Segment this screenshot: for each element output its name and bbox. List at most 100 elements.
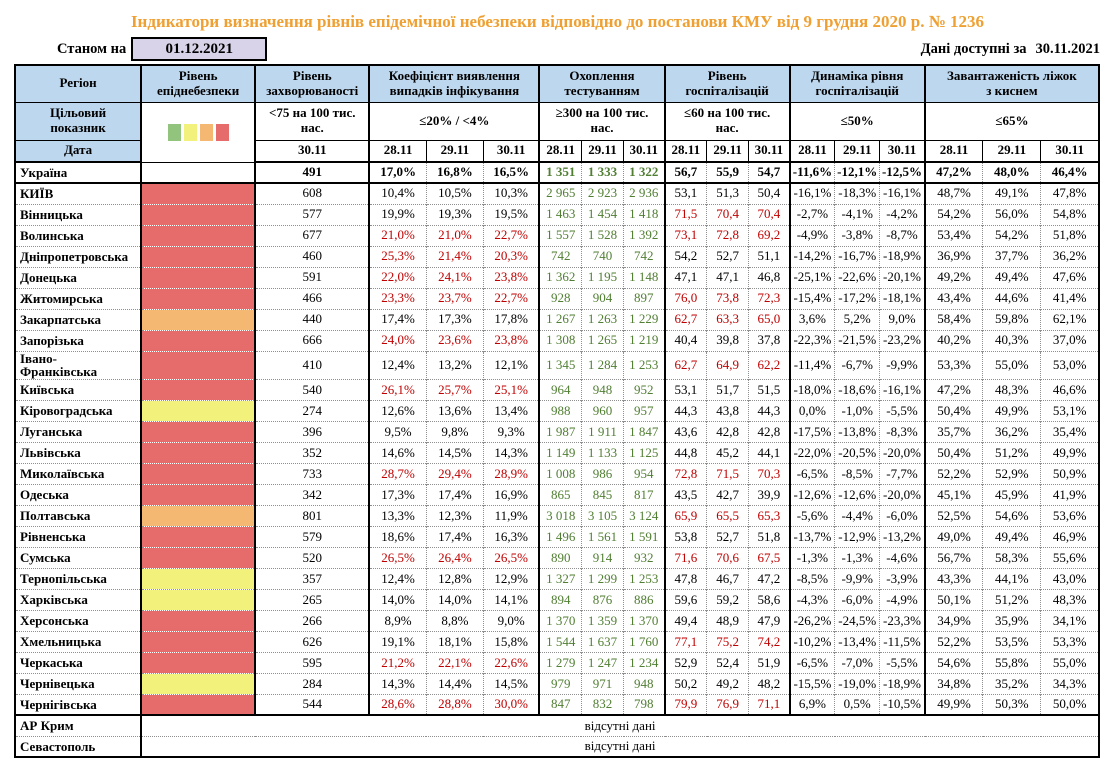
beds-cell: 48,3%: [1040, 588, 1099, 611]
testing-cell: 1 463: [538, 203, 582, 225]
dynamics-cell: -20,5%: [834, 441, 880, 464]
hospitalization-cell: 77,1: [663, 630, 707, 653]
beds-cell: 54,8%: [1040, 203, 1099, 225]
incidence-cell: 352: [254, 441, 370, 464]
hospitalization-cell: 70,4: [748, 203, 790, 225]
beds-cell: 53,5%: [982, 630, 1041, 653]
testing-cell: 1 359: [580, 609, 624, 632]
region-cell: Тернопільська: [15, 567, 142, 590]
epidemic-level-cell: [140, 567, 256, 590]
dynamics-cell: -5,5%: [879, 651, 925, 674]
hospitalization-cell: 52,7: [706, 245, 749, 267]
as-of-date-box: 01.12.2021: [131, 37, 268, 61]
hospitalization-cell: 75,2: [706, 630, 749, 653]
beds-cell: 55,6%: [1040, 546, 1099, 569]
dynamics-cell: -4,2%: [879, 203, 925, 225]
dynamics-cell: -18,1%: [879, 287, 925, 309]
dynamics-cell: -16,1%: [879, 378, 925, 401]
dynamics-cell: -6,0%: [879, 504, 925, 527]
testing-cell: 1 125: [622, 441, 665, 464]
detection-cell: 26,4%: [425, 546, 484, 569]
dynamics-cell: -20,0%: [879, 441, 925, 464]
dynamics-cell: -20,0%: [879, 483, 925, 506]
detection-cell: 18,1%: [425, 630, 484, 653]
detection-cell: 28,8%: [425, 693, 484, 716]
testing-cell: 1 496: [538, 525, 582, 548]
dynamics-cell: -1,3%: [834, 546, 880, 569]
dynamics-cell: -18,0%: [788, 378, 835, 401]
testing-cell: 1 557: [538, 224, 582, 246]
beds-cell: 37,0%: [1040, 329, 1099, 351]
column-header-group: Рівень госпіталізацій: [663, 64, 791, 103]
dynamics-cell: -22,3%: [788, 329, 835, 351]
dynamics-cell: -3,8%: [834, 224, 880, 246]
dynamics-cell: -6,5%: [788, 462, 835, 485]
beds-cell: 53,6%: [1040, 504, 1099, 527]
hospitalization-cell: 47,8: [663, 567, 707, 590]
dynamics-cell: -12,1%: [834, 161, 880, 184]
detection-cell: 28,9%: [482, 462, 540, 485]
detection-cell: 16,9%: [482, 483, 540, 506]
beds-cell: 34,1%: [1040, 609, 1099, 632]
testing-cell: 865: [538, 483, 582, 506]
testing-cell: 1 148: [622, 266, 665, 288]
detection-cell: 14,4%: [425, 672, 484, 695]
detection-cell: 13,3%: [368, 504, 427, 527]
epidemic-level-cell: [140, 651, 256, 674]
hospitalization-cell: 71,5: [706, 462, 749, 485]
hospitalization-cell: 69,2: [748, 224, 790, 246]
hospitalization-cell: 42,7: [706, 483, 749, 506]
beds-cell: 48,0%: [982, 161, 1041, 184]
epidemic-level-cell: [140, 525, 256, 548]
beds-cell: 45,9%: [982, 483, 1041, 506]
region-cell: Житомирська: [15, 287, 142, 309]
incidence-cell: 357: [254, 567, 370, 590]
testing-cell: 2 965: [538, 182, 582, 204]
dynamics-cell: -8,3%: [879, 420, 925, 443]
date-header: 29.11: [706, 139, 750, 163]
testing-cell: 928: [538, 287, 582, 309]
beds-cell: 44,6%: [982, 287, 1041, 309]
table-row: Волинська 677 21,0% 21,0% 22,7% 1 557 1 528 1 3…: [15, 224, 1099, 246]
epidemic-level-cell: [140, 693, 256, 716]
dynamics-cell: -15,5%: [788, 672, 835, 695]
beds-cell: 50,4%: [923, 399, 983, 422]
beds-cell: 40,3%: [982, 329, 1041, 351]
dynamics-cell: -14,2%: [788, 245, 835, 267]
region-cell: Львівська: [15, 441, 142, 464]
region-cell: Миколаївська: [15, 462, 142, 485]
dynamics-cell: -13,2%: [879, 525, 925, 548]
hospitalization-cell: 65,0: [748, 308, 790, 330]
epidemic-level-cell: [140, 329, 256, 351]
epidemic-level-legend: [140, 101, 256, 163]
date-header: 28.11: [923, 139, 984, 163]
testing-cell: 1 351: [538, 161, 582, 184]
detection-cell: 24,0%: [368, 329, 427, 351]
epidemic-level-cell: [140, 504, 256, 527]
testing-cell: 914: [580, 546, 624, 569]
detection-cell: 17,8%: [482, 308, 540, 330]
date-header: 30.11: [482, 139, 540, 163]
table-row: Одеська 342 17,3% 17,4% 16,9% 865 845 817 43,5 42…: [15, 483, 1099, 506]
region-cell: Луганська: [15, 420, 142, 443]
data-available-label: Дані доступні за: [920, 40, 1027, 57]
hospitalization-cell: 73,8: [706, 287, 749, 309]
hospitalization-cell: 51,5: [748, 378, 790, 401]
region-cell: Донецька: [15, 266, 142, 288]
dynamics-cell: -18,9%: [879, 245, 925, 267]
hospitalization-cell: 44,3: [663, 399, 707, 422]
dynamics-cell: -17,5%: [788, 420, 835, 443]
table-row: КИЇВ 608 10,4% 10,5% 10,3% 2 965 2 923 2 936 53,…: [15, 182, 1099, 204]
table-row: Дніпропетровська 460 25,3% 21,4% 20,3% 742 740…: [15, 245, 1099, 267]
dynamics-cell: -13,4%: [834, 630, 880, 653]
beds-cell: 46,9%: [1040, 525, 1099, 548]
testing-cell: 742: [622, 245, 665, 267]
dynamics-cell: -12,6%: [834, 483, 880, 506]
dynamics-cell: -12,6%: [788, 483, 835, 506]
detection-cell: 13,6%: [425, 399, 484, 422]
beds-cell: 47,8%: [1040, 182, 1099, 204]
beds-cell: 35,4%: [1040, 420, 1099, 443]
testing-cell: 1 149: [538, 441, 582, 464]
testing-cell: 986: [580, 462, 624, 485]
